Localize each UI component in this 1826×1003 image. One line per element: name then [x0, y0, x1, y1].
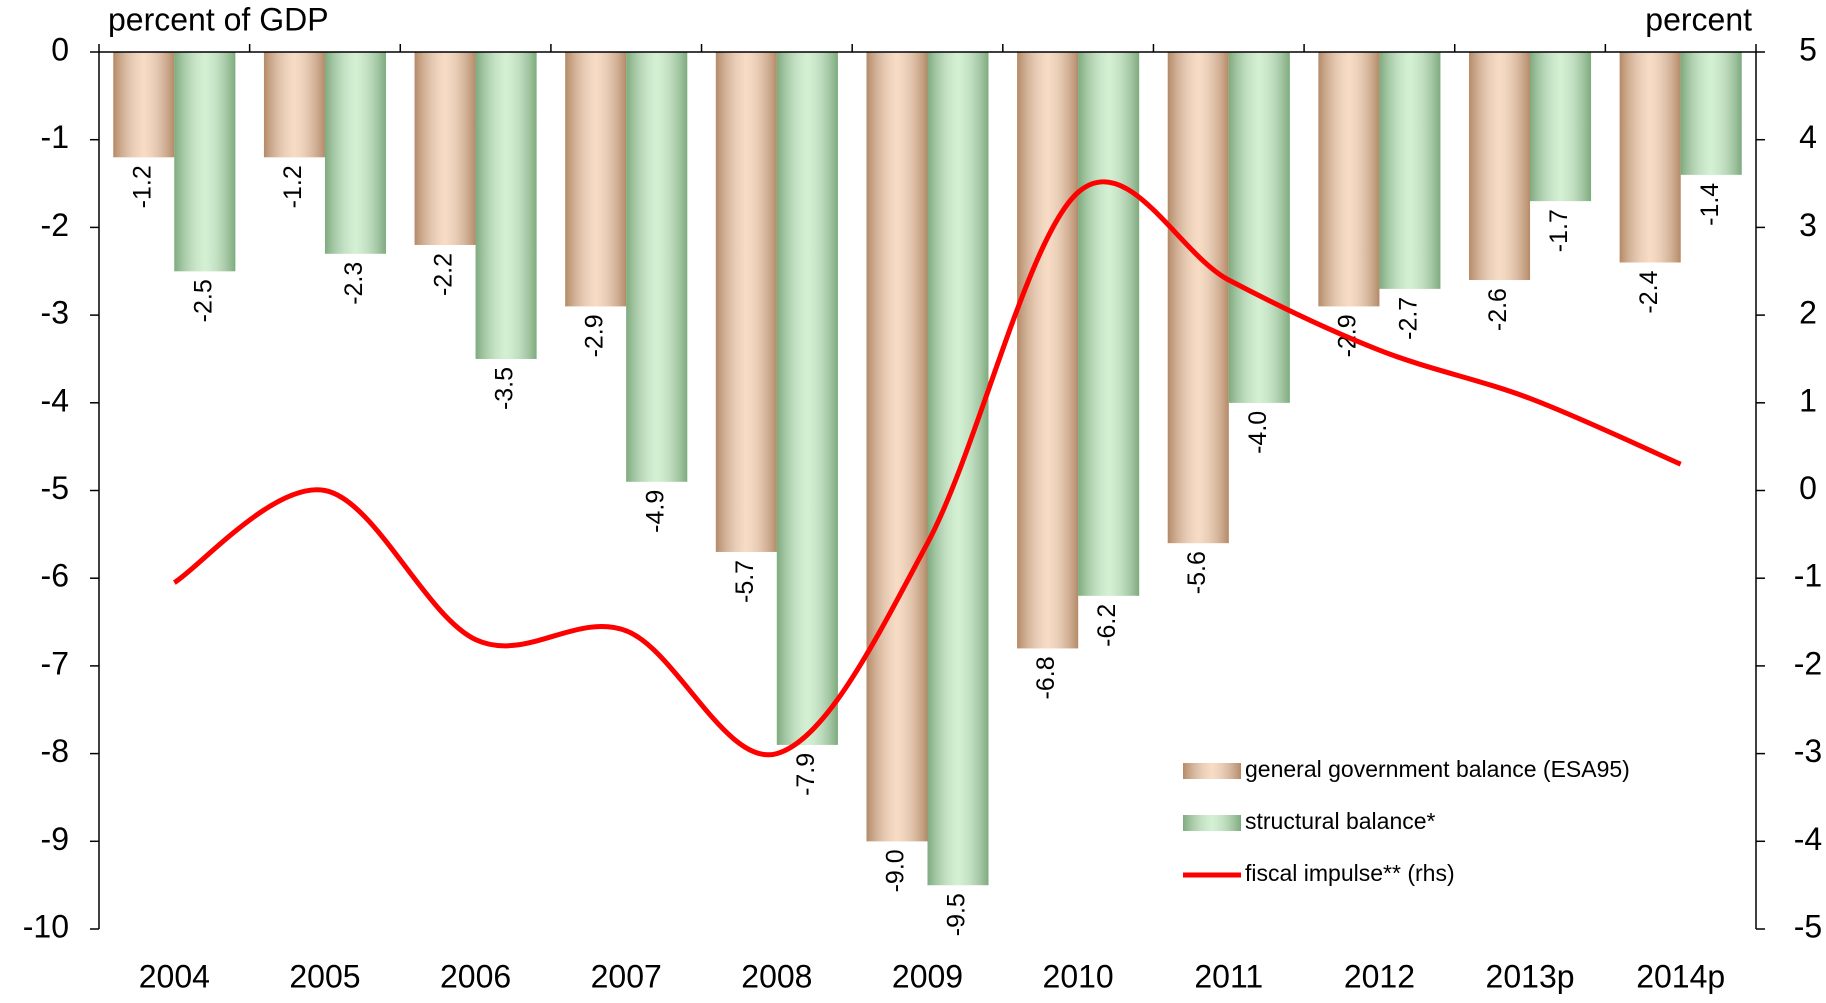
data-label: -4.0 [1244, 411, 1272, 454]
y-tick-label: 0 [51, 31, 69, 67]
data-label: -1.7 [1545, 209, 1573, 252]
bar-shade [113, 52, 175, 158]
data-label: -9.5 [943, 893, 971, 936]
data-label: -6.8 [1032, 656, 1060, 699]
data-label: -7.9 [792, 753, 820, 796]
y-tick-label: -1 [41, 119, 69, 155]
bar-shade [174, 52, 236, 272]
y2-tick-label: 4 [1799, 119, 1817, 155]
bar-shade [1680, 52, 1742, 175]
data-label: -2.6 [1484, 288, 1512, 331]
y2-tick-label: 3 [1799, 207, 1817, 243]
bar-shade [776, 52, 838, 745]
bar-shade [324, 52, 386, 254]
bar-shade [1530, 52, 1592, 202]
y-tick-label: -5 [41, 470, 69, 506]
x-tick-label: 2007 [591, 958, 662, 994]
legend-swatch-shade [1183, 815, 1241, 831]
line [172, 179, 1682, 758]
x-tick-label: 2008 [741, 958, 812, 994]
bar-shade [1318, 52, 1380, 307]
bar-shade [1469, 52, 1531, 281]
y-axis-title: percent of GDP [108, 1, 329, 37]
bar-shade [1017, 52, 1079, 649]
data-label: -2.5 [189, 279, 217, 322]
y-tick-label: -4 [41, 382, 69, 418]
x-tick-label: 2011 [1194, 958, 1263, 994]
y2-tick-label: -4 [1794, 821, 1822, 857]
x-tick-label: 2004 [139, 958, 210, 994]
data-label: -4.9 [641, 490, 669, 533]
y2-tick-label: -2 [1794, 645, 1822, 681]
x-tick-label: 2006 [440, 958, 511, 994]
legend-label: general government balance (ESA95) [1245, 756, 1630, 782]
bar-shade [565, 52, 627, 307]
data-label: -2.4 [1635, 270, 1663, 313]
bar-shade [1228, 52, 1290, 403]
bar-shade [263, 52, 325, 158]
bar-shade [1619, 52, 1681, 263]
y-tick-label: -3 [41, 295, 69, 331]
bar-shade [1167, 52, 1229, 544]
x-tick-label: 2010 [1043, 958, 1114, 994]
y2-tick-label: -5 [1794, 908, 1822, 944]
data-label: -9.0 [882, 849, 910, 892]
y-tick-label: -6 [41, 558, 69, 594]
bar-shade [1379, 52, 1441, 289]
data-label: -2.7 [1395, 297, 1423, 340]
data-label: -6.2 [1093, 604, 1121, 647]
x-tick-label: 2013p [1486, 958, 1575, 994]
y-tick-label: -2 [41, 207, 69, 243]
y2-tick-label: -3 [1794, 733, 1822, 769]
bar-shade [1078, 52, 1140, 596]
y-tick-label: -7 [41, 645, 69, 681]
data-label: -2.2 [430, 253, 458, 296]
y-tick-label: -9 [41, 821, 69, 857]
bar-shade [626, 52, 688, 482]
y-tick-label: -10 [23, 908, 69, 944]
y2-axis-title: percent [1645, 1, 1752, 37]
data-label: -1.2 [279, 165, 307, 208]
data-label: -5.7 [731, 560, 759, 603]
y2-tick-label: 5 [1799, 31, 1817, 67]
x-tick-label: 2005 [289, 958, 360, 994]
legend-label: fiscal impulse** (rhs) [1245, 860, 1455, 886]
y2-tick-label: 2 [1799, 295, 1817, 331]
data-label: -1.2 [128, 165, 156, 208]
data-label: -1.4 [1696, 183, 1724, 226]
legend-label: structural balance* [1245, 808, 1436, 834]
y2-tick-label: 0 [1799, 470, 1817, 506]
data-label: -2.3 [340, 262, 368, 305]
bar-shade [866, 52, 928, 842]
data-label: -5.6 [1183, 551, 1211, 594]
x-tick-label: 2012 [1344, 958, 1415, 994]
bar-shade [475, 52, 537, 359]
y2-tick-label: 1 [1799, 382, 1817, 418]
y-tick-label: -8 [41, 733, 69, 769]
x-tick-label: 2009 [892, 958, 963, 994]
bar-shade [414, 52, 476, 245]
legend-swatch-shade [1183, 763, 1241, 779]
x-tick-label: 2014p [1636, 958, 1725, 994]
data-label: -3.5 [491, 367, 519, 410]
bar-shade [715, 52, 777, 552]
y2-tick-label: -1 [1794, 558, 1822, 594]
data-label: -2.9 [580, 314, 608, 357]
